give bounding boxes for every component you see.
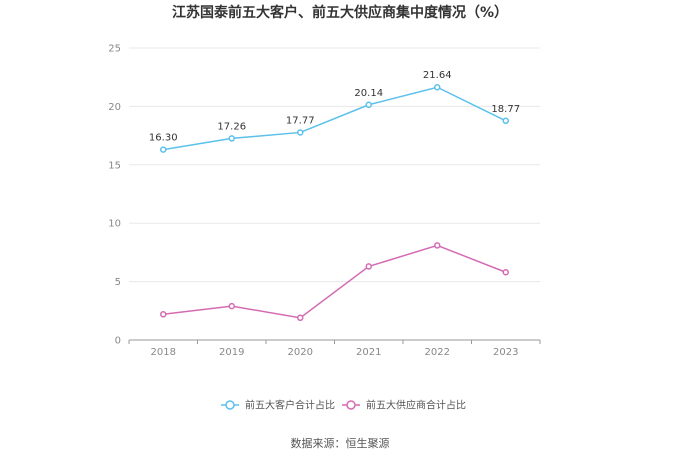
data-point[interactable]: [365, 263, 372, 270]
x-tick-label: 2019: [219, 347, 244, 358]
y-tick-label: 25: [108, 44, 121, 55]
chart-title: 江苏国泰前五大客户、前五大供应商集中度情况（%）: [172, 4, 508, 21]
legend-item-label[interactable]: 前五大供应商合计占比: [366, 399, 466, 412]
data-point[interactable]: [365, 101, 372, 109]
y-tick-label: 10: [108, 219, 121, 230]
y-tick-label: 20: [108, 102, 121, 113]
data-point[interactable]: [434, 83, 441, 91]
data-point[interactable]: [502, 117, 509, 125]
data-point[interactable]: [160, 146, 167, 153]
legend-marker-icon: [225, 400, 235, 410]
y-tick-label: 0: [115, 336, 121, 347]
legend-marker-icon: [346, 400, 356, 410]
x-tick-label: 2020: [288, 347, 313, 358]
y-tick-label: 5: [115, 277, 121, 288]
data-label: 18.77: [491, 104, 520, 115]
series-line-1: [163, 86, 507, 151]
legend-item-label[interactable]: 前五大客户合计占比: [245, 399, 335, 412]
x-tick-label: 2018: [151, 347, 176, 358]
y-tick-label: 15: [108, 160, 121, 171]
axes: 0 5 10 15 20 25 2018 2019 2020 2021 2022 2023: [108, 44, 541, 358]
source-note: 数据来源：恒生聚源: [291, 436, 390, 450]
x-tick-label: 2021: [356, 347, 381, 358]
data-point[interactable]: [434, 242, 441, 249]
data-point[interactable]: [297, 129, 304, 136]
series-group: 16.30 17.26 17.77 20.14 21.64 18.77: [149, 70, 520, 322]
grid-lines: [129, 47, 540, 283]
data-point[interactable]: [228, 302, 235, 310]
x-tick-label: 2023: [493, 347, 518, 358]
x-tick-label: 2022: [425, 347, 450, 358]
data-label: 17.77: [286, 115, 315, 126]
data-point[interactable]: [502, 269, 509, 276]
data-label: 17.26: [217, 121, 246, 132]
data-point[interactable]: [160, 311, 167, 318]
legend[interactable]: 前五大客户合计占比 前五大供应商合计占比: [221, 399, 466, 412]
data-label: 20.14: [354, 88, 383, 99]
series-line-2: [163, 244, 507, 319]
data-point[interactable]: [297, 314, 304, 322]
data-label: 16.30: [149, 133, 178, 144]
data-point[interactable]: [228, 135, 235, 142]
data-label: 21.64: [423, 70, 452, 81]
